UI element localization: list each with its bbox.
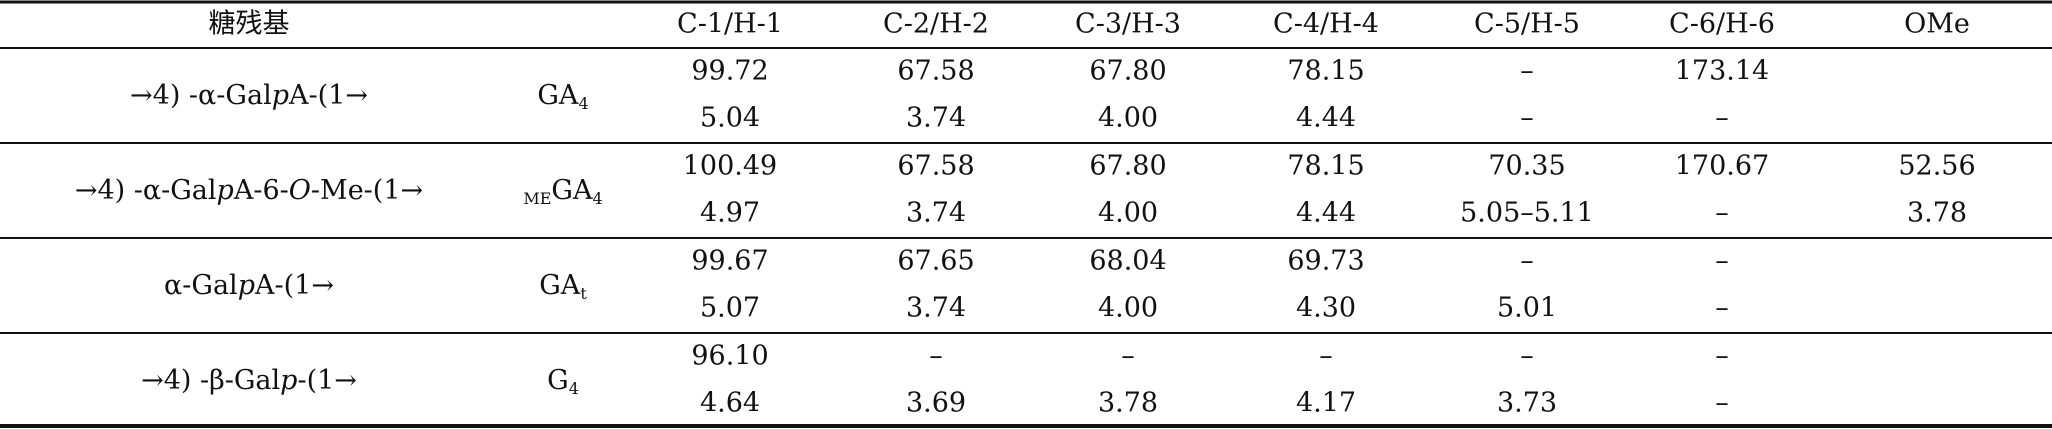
residue-name: →4) -β-Galp-(1→	[141, 365, 357, 396]
carbon-shift: –	[1715, 246, 1729, 277]
residue-part: -Me-(1→	[311, 175, 423, 206]
header-cell: 糖残基	[209, 9, 290, 40]
carbon-shift: –	[1319, 341, 1333, 372]
residue-part: O	[289, 175, 311, 206]
proton-shift: 3.78	[1098, 388, 1158, 419]
carbon-shift: –	[929, 341, 943, 372]
residue-label: GAt	[539, 270, 587, 303]
residue-part: →4) -β-Gal	[141, 365, 280, 396]
residue-name: α-GalpA-(1→	[164, 270, 334, 301]
label-base: G	[547, 365, 569, 396]
residue-part: p	[238, 270, 255, 301]
residue-part: →4) -α-Gal	[130, 80, 272, 111]
proton-shift: 4.30	[1296, 293, 1356, 324]
residue-name: →4) -α-GalpA-(1→	[130, 80, 368, 111]
carbon-shift: 96.10	[691, 341, 768, 372]
proton-shift: 5.05–5.11	[1460, 198, 1594, 229]
label-base: GA	[537, 80, 579, 111]
proton-shift: 3.69	[906, 388, 966, 419]
proton-shift: 4.00	[1098, 198, 1158, 229]
residue-part: α-Gal	[164, 270, 238, 301]
proton-shift: 4.64	[700, 388, 760, 419]
residue-label: GA4	[537, 80, 588, 113]
residue-name: →4) -α-GalpA-6-O-Me-(1→	[75, 175, 423, 206]
carbon-shift: 68.04	[1089, 246, 1166, 277]
label-subscript: t	[580, 284, 587, 303]
carbon-shift: 67.65	[897, 246, 974, 277]
label-subscript: 4	[592, 189, 602, 208]
residue-part: A-(1→	[254, 270, 334, 301]
proton-shift: 3.78	[1907, 198, 1967, 229]
proton-shift: 3.74	[906, 293, 966, 324]
header-cell: C-5/H-5	[1474, 9, 1580, 40]
proton-shift: 5.04	[700, 103, 760, 134]
carbon-shift: –	[1121, 341, 1135, 372]
residue-label: MEGA4	[523, 175, 602, 208]
residue-part: A-(1→	[288, 80, 368, 111]
label-prefix: ME	[523, 189, 551, 208]
header-cell: C-1/H-1	[677, 9, 783, 40]
carbon-shift: 173.14	[1675, 56, 1769, 87]
carbon-shift: 78.15	[1287, 151, 1364, 182]
carbon-shift: 67.58	[897, 56, 974, 87]
carbon-shift: 100.49	[683, 151, 777, 182]
proton-shift: 3.74	[906, 198, 966, 229]
proton-shift: –	[1715, 293, 1729, 324]
residue-part: p	[272, 80, 289, 111]
residue-part: A-6-	[233, 175, 289, 206]
header-cell: C-3/H-3	[1075, 9, 1181, 40]
header-cell: C-6/H-6	[1669, 9, 1775, 40]
carbon-shift: 70.35	[1488, 151, 1565, 182]
proton-shift: 4.97	[700, 198, 760, 229]
carbon-shift: –	[1520, 246, 1534, 277]
carbon-shift: 67.80	[1089, 151, 1166, 182]
label-subscript: 4	[569, 379, 579, 398]
proton-shift: –	[1715, 103, 1729, 134]
carbon-shift: 67.58	[897, 151, 974, 182]
label-base: GA	[551, 175, 593, 206]
carbon-shift: 69.73	[1287, 246, 1364, 277]
proton-shift: 3.73	[1497, 388, 1557, 419]
carbon-shift: 78.15	[1287, 56, 1364, 87]
residue-part: -(1→	[297, 365, 356, 396]
label-subscript: 4	[578, 94, 588, 113]
proton-shift: 4.00	[1098, 103, 1158, 134]
proton-shift: –	[1715, 388, 1729, 419]
carbon-shift: –	[1715, 341, 1729, 372]
proton-shift: 4.17	[1296, 388, 1356, 419]
carbon-shift: 99.67	[691, 246, 768, 277]
header-cell: C-4/H-4	[1273, 9, 1379, 40]
carbon-shift: 67.80	[1089, 56, 1166, 87]
carbon-shift: –	[1520, 56, 1534, 87]
residue-label: G4	[547, 365, 579, 398]
residue-part: p	[280, 365, 297, 396]
residue-part: p	[217, 175, 234, 206]
proton-shift: –	[1520, 103, 1534, 134]
proton-shift: 3.74	[906, 103, 966, 134]
proton-shift: 4.44	[1296, 103, 1356, 134]
carbon-shift: 170.67	[1675, 151, 1769, 182]
carbon-shift: –	[1520, 341, 1534, 372]
label-base: GA	[539, 270, 581, 301]
carbon-shift: 99.72	[691, 56, 768, 87]
proton-shift: 4.44	[1296, 198, 1356, 229]
carbon-shift: 52.56	[1898, 151, 1975, 182]
residue-part: →4) -α-Gal	[75, 175, 217, 206]
header-cell: OMe	[1904, 9, 1970, 40]
proton-shift: –	[1715, 198, 1729, 229]
header-cell: C-2/H-2	[883, 9, 989, 40]
proton-shift: 4.00	[1098, 293, 1158, 324]
proton-shift: 5.07	[700, 293, 760, 324]
proton-shift: 5.01	[1497, 293, 1557, 324]
